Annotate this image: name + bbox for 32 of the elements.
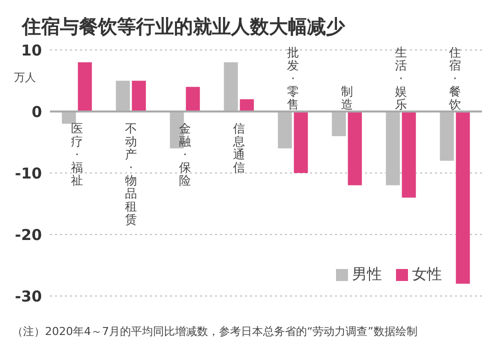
x-tick-label: 批发·零售 (287, 45, 299, 112)
x-tick-label: 信息通信 (232, 121, 245, 174)
bar (186, 86, 200, 112)
bar (294, 112, 308, 173)
x-tick-label: 不动产·物品租赁 (125, 121, 137, 226)
chart-title: 住宿与餐饮等行业的就业人数大幅减少 (20, 15, 346, 40)
bar (240, 99, 254, 112)
y-tick-label: -10 (14, 164, 42, 182)
y-tick-label: -20 (14, 226, 42, 244)
bar (332, 112, 346, 136)
y-tick-label: 10 (21, 41, 42, 60)
text: （注）2020年4～7月的平均同比增减数，参考日本总务省的“劳动力调查”数据绘制 (11, 324, 418, 339)
bar (278, 112, 292, 148)
legend-label: 女性 (411, 265, 442, 284)
bar (348, 112, 362, 186)
y-axis-title: 万人 (14, 70, 36, 85)
bar (402, 112, 416, 198)
bar (132, 80, 146, 112)
x-tick-label: 制造 (341, 84, 353, 112)
y-tick-label: 0 (32, 102, 42, 121)
bar (456, 112, 470, 284)
bar (78, 62, 92, 112)
y-tick-label: -30 (14, 287, 42, 306)
bar (224, 62, 238, 112)
bar (62, 112, 76, 124)
bar (440, 112, 454, 161)
bar (116, 80, 130, 112)
x-tick-label: 住宿·餐饮 (448, 45, 461, 112)
x-tick-label: 金融·保险 (179, 121, 191, 188)
x-tick-label: 生活·娱乐 (395, 45, 407, 112)
legend-label: 男性 (351, 265, 382, 284)
x-tick-label: 医疗·福祉 (71, 121, 83, 188)
